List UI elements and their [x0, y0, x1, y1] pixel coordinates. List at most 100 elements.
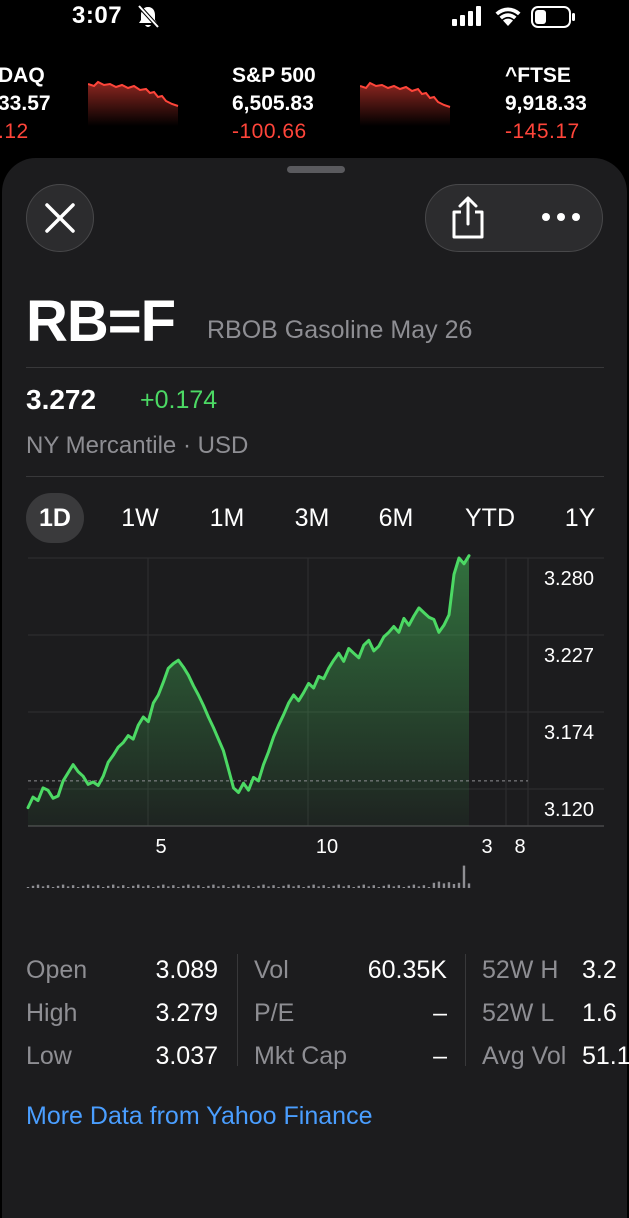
- volume-bar: [41, 886, 45, 888]
- volume-bar: [76, 887, 80, 888]
- volume-bar: [167, 886, 170, 888]
- volume-bar: [162, 884, 165, 888]
- volume-bar: [302, 887, 305, 888]
- stat-value-vol: 60.35K: [367, 956, 447, 984]
- volume-bar: [387, 884, 391, 888]
- close-button[interactable]: [26, 184, 94, 252]
- price-chart[interactable]: 3.280 3.227 3.174 3.120 5 10 3 8: [2, 553, 627, 933]
- volume-bar: [307, 885, 310, 888]
- volume-bar: [272, 885, 275, 888]
- stat-value-52w-high: 3.2: [582, 956, 617, 984]
- volume-bar: [422, 885, 426, 888]
- range-tab-1d[interactable]: 1D: [26, 493, 84, 543]
- volume-bar: [262, 884, 265, 888]
- range-selector: 1D 1W 1M 3M 6M YTD 1Y: [26, 493, 604, 543]
- volume-bar: [86, 884, 90, 888]
- sheet-grabber[interactable]: [287, 166, 345, 173]
- volume-bar: [172, 885, 175, 888]
- quote-full-name: RBOB Gasoline May 26: [207, 316, 473, 344]
- volume-bar: [317, 886, 320, 888]
- stat-label-pe: P/E: [254, 999, 295, 1027]
- stat-value-low: 3.037: [155, 1042, 218, 1070]
- y-tick-label: 3.227: [544, 645, 594, 667]
- wifi-icon: [493, 4, 523, 33]
- volume-bar: [392, 886, 396, 888]
- volume-bar: [467, 883, 471, 888]
- volume-bar: [106, 885, 110, 888]
- stat-label-high: High: [26, 999, 78, 1027]
- volume-bar: [26, 887, 30, 888]
- volume-bar: [437, 881, 441, 888]
- ticker-value: 9,918.33: [505, 92, 587, 115]
- volume-bar: [147, 885, 150, 888]
- range-tab-ytd[interactable]: YTD: [465, 504, 515, 532]
- volume-bar: [397, 885, 401, 888]
- stat-label-avg-vol: Avg Vol: [482, 1042, 567, 1070]
- ticker-name: S&P 500: [232, 64, 316, 87]
- action-button-group: [425, 184, 603, 252]
- y-tick-label: 3.280: [544, 568, 594, 590]
- volume-bar: [252, 887, 255, 888]
- volume-bar: [46, 885, 50, 888]
- quote-price: 3.272: [26, 384, 97, 415]
- stat-value-avg-vol: 51.1: [582, 1042, 629, 1070]
- volume-bar: [237, 884, 240, 888]
- volume-bar: [91, 886, 95, 888]
- ticker-item[interactable]: ^FTSE 9,918.33 -145.17: [505, 64, 587, 144]
- ticker-name: DAQ: [0, 64, 45, 87]
- chart-axis-labels: 3.280 3.227 3.174 3.120 5 10 3 8: [155, 568, 594, 858]
- ticker-sparkline: [360, 81, 451, 126]
- volume-bar: [312, 884, 315, 888]
- range-tab-3m[interactable]: 3M: [294, 504, 330, 532]
- ticker-sparkline: [88, 80, 179, 126]
- ticker-value: 33.57: [0, 92, 51, 115]
- volume-bar: [132, 885, 135, 888]
- volume-bar: [127, 887, 130, 888]
- volume-bar: [402, 887, 406, 888]
- silent-bell-icon: [136, 4, 160, 35]
- volume-bar: [282, 885, 285, 888]
- y-tick-label: 3.174: [544, 722, 594, 744]
- volume-bar: [247, 885, 250, 888]
- volume-bar: [332, 885, 335, 888]
- volume-bar: [31, 885, 35, 888]
- volume-bar: [367, 886, 370, 888]
- volume-bar: [337, 884, 340, 888]
- stat-label-open: Open: [26, 956, 88, 984]
- range-tab-1w[interactable]: 1W: [121, 504, 159, 532]
- volume-bar: [372, 885, 375, 888]
- volume-bar: [277, 887, 280, 888]
- volume-bar: [51, 887, 55, 888]
- quote-exchange: NY Mercantile · USD: [26, 432, 249, 459]
- volume-bar: [101, 887, 105, 888]
- stat-value-pe: –: [433, 999, 447, 1027]
- key-statistics: Open 3.089 High 3.279 Low 3.037 Vol 60.3…: [2, 948, 629, 1073]
- volume-bar: [192, 886, 195, 888]
- range-tab-1m[interactable]: 1M: [209, 504, 245, 532]
- volume-bar: [137, 884, 140, 888]
- volume-bar: [222, 885, 225, 888]
- index-ticker-strip[interactable]: DAQ 33.57 .12 S&P 500 6,505.83 -100.66 ^…: [0, 58, 629, 154]
- more-data-link[interactable]: More Data from Yahoo Finance: [26, 1102, 373, 1130]
- stat-label-52w-low: 52W L: [482, 999, 555, 1027]
- x-tick-label: 3: [481, 836, 492, 858]
- volume-bar: [442, 883, 446, 888]
- divider: [26, 476, 604, 477]
- volume-bar: [227, 887, 230, 888]
- volume-bar: [36, 884, 40, 888]
- range-tab-1y[interactable]: 1Y: [564, 504, 596, 532]
- volume-bar: [417, 886, 421, 888]
- range-tab-6m[interactable]: 6M: [378, 504, 414, 532]
- ticker-item[interactable]: DAQ 33.57 .12: [0, 64, 51, 144]
- status-bar: 3:07: [0, 0, 629, 36]
- more-options-icon[interactable]: [540, 211, 582, 223]
- volume-bar: [56, 885, 60, 888]
- y-tick-label: 3.120: [544, 799, 594, 821]
- volume-bars: [26, 865, 471, 888]
- volume-bar: [362, 884, 365, 888]
- share-icon[interactable]: [448, 195, 488, 241]
- volume-bar: [242, 886, 245, 888]
- battery-icon: [531, 6, 577, 33]
- ticker-item[interactable]: S&P 500 6,505.83 -100.66: [232, 64, 316, 144]
- quote-detail-sheet: RB=F RBOB Gasoline May 26 3.272 +0.174 N…: [2, 158, 629, 1218]
